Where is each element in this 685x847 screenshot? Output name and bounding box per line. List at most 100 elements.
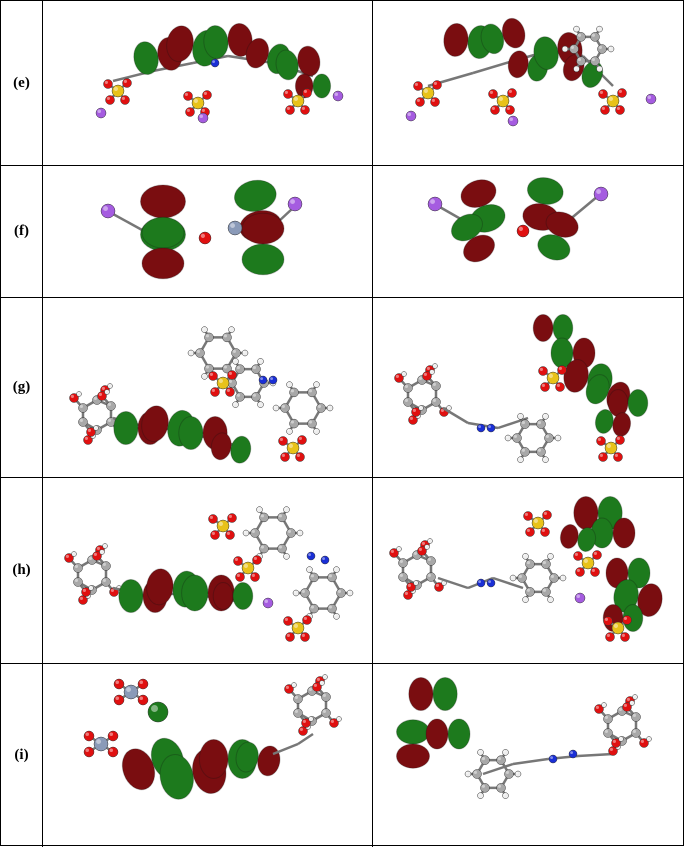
oxygen-atom (406, 582, 416, 592)
oxygen-atom (107, 730, 119, 742)
oxygen-atom (137, 694, 149, 706)
potassium-atom (593, 186, 609, 202)
carbon-atom (251, 364, 261, 374)
hydrogen-atom (333, 613, 340, 620)
hydrogen-atom (313, 381, 320, 388)
potassium-atom (262, 597, 274, 609)
oxygen-atom (525, 527, 535, 537)
hydrogen-atom (522, 596, 529, 603)
row-label: (f) (1, 166, 43, 297)
oxygen-atom (302, 88, 312, 98)
oxygen-atom (615, 435, 625, 445)
carbon-atom (576, 32, 586, 42)
hydrogen-atom (509, 574, 517, 582)
oxygen-atom (592, 550, 602, 560)
carbon-atom (78, 403, 88, 413)
hydrogen-atom (346, 589, 354, 597)
hydrogen-atom (322, 674, 328, 680)
oxygen-atom (557, 365, 567, 375)
oxygen-atom (97, 391, 107, 401)
carbon-atom (403, 397, 413, 407)
orbital-lobe (408, 677, 434, 711)
potassium-atom (645, 93, 657, 105)
nitrogen-atom (548, 754, 558, 764)
oxygen-atom (598, 452, 608, 462)
potassium-atom (100, 203, 116, 219)
oxygen-atom (107, 746, 119, 758)
carbon-atom (286, 528, 296, 538)
hydrogen-atom (257, 401, 264, 408)
homo-orbital-f (43, 166, 373, 297)
orbital-lobe (532, 314, 554, 342)
row-e: (e) (1, 1, 683, 166)
carbon-atom (603, 714, 613, 724)
carbon-atom (293, 694, 303, 704)
hydrogen-atom (502, 792, 509, 799)
oxygen-atom (417, 546, 427, 556)
carbon-atom (480, 783, 490, 793)
carbon-atom (321, 692, 331, 702)
oxygen-atom (105, 95, 115, 105)
hydrogen-atom (88, 585, 94, 591)
orbital-lobe (447, 718, 471, 750)
lumo-orbital-i (373, 664, 685, 847)
hydrogen-atom (292, 589, 300, 597)
oxygen-atom (415, 97, 425, 107)
row-h: (h) (1, 478, 683, 664)
oxygen-atom (283, 616, 293, 626)
oxygen-atom (312, 682, 322, 692)
orbital-lobe (585, 374, 610, 405)
oxygen-atom (300, 632, 310, 642)
hydrogen-atom (71, 551, 77, 557)
oxygen-atom (605, 632, 615, 642)
carbon-atom (222, 332, 232, 343)
hydrogen-atom (561, 45, 569, 53)
carbon-atom (431, 381, 441, 391)
oxygen-atom (490, 105, 500, 115)
hydrogen-atom (573, 65, 580, 73)
oxygen-atom (516, 224, 530, 238)
hydrogen-atom (308, 716, 314, 722)
oxygen-atom (302, 615, 312, 625)
hydrogen-atom (596, 65, 603, 73)
oxygen-atom (227, 370, 237, 380)
oxygen-atom (120, 95, 130, 105)
nitrogen-atom (210, 58, 220, 68)
hydrogen-atom (241, 349, 249, 357)
carbon-atom (631, 728, 641, 738)
orbital-lobe (425, 718, 449, 750)
oxygen-atom (389, 548, 399, 558)
hydrogen-atom (296, 529, 304, 537)
oxygen-atom (523, 511, 533, 521)
orbital-lobe (501, 17, 526, 49)
oxygen-atom (615, 105, 625, 115)
hydrogen-atom (401, 371, 407, 377)
orbital-lobe (230, 435, 252, 464)
hydrogen-atom (291, 682, 297, 688)
homo-orbital-g (43, 298, 373, 477)
carbon-atom (496, 783, 506, 793)
hydrogen-atom (104, 389, 110, 395)
sulfur-atom (216, 376, 230, 390)
hydrogen-atom (514, 770, 522, 778)
oxygen-atom (538, 366, 548, 376)
hydrogen-atom (187, 349, 195, 357)
hydrogen-atom (286, 381, 293, 388)
oxygen-atom (507, 88, 517, 98)
hydrogen-atom (326, 404, 334, 412)
oxygen-atom (278, 436, 288, 446)
potassium-atom (287, 196, 303, 212)
carbon-atom (336, 588, 346, 598)
orbital-lobe (396, 743, 430, 769)
orbital-lobe (450, 213, 483, 242)
molecule-render (64, 506, 354, 642)
hydrogen-atom (313, 428, 320, 435)
orbital-lobe (627, 389, 649, 417)
carbon-atom (195, 348, 205, 358)
sulfur-atom (604, 441, 618, 455)
carbon-atom (307, 418, 317, 429)
oxygen-atom (622, 702, 632, 712)
sulfur-atom (216, 519, 230, 533)
hydrogen-atom (228, 326, 235, 333)
orbital-lobe (637, 583, 663, 617)
